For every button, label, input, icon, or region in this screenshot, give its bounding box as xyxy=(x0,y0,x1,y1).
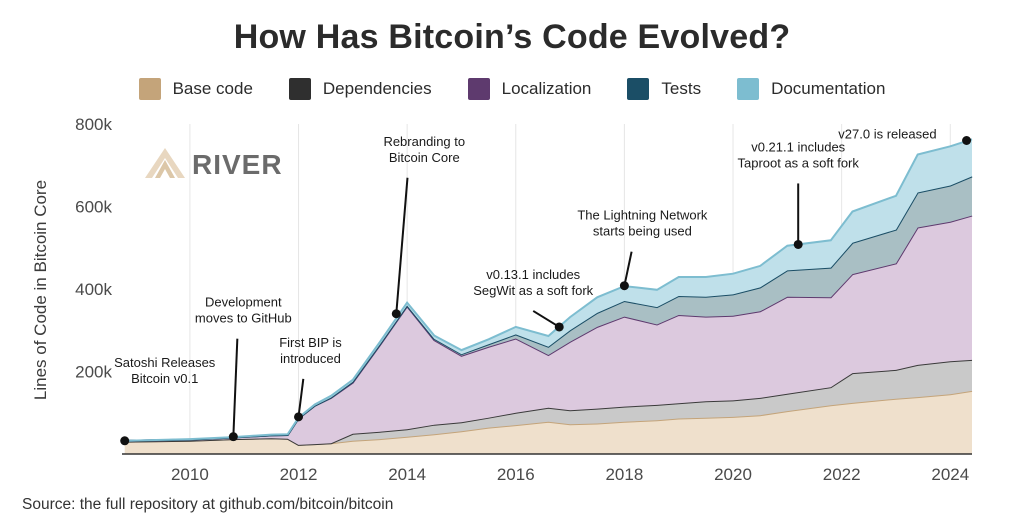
annotation-marker-0 xyxy=(120,436,130,446)
annotation-marker-2 xyxy=(294,412,304,422)
annotation-text-4-0: v0.13.1 includes xyxy=(486,267,580,282)
stacked-areas xyxy=(124,138,973,454)
logo-chevron-outer xyxy=(145,148,185,178)
x-tick-label-2014: 2014 xyxy=(388,465,426,484)
axes: 200k 400k 600k 800k 2010 2012 2014 2016 2018 2020… xyxy=(75,115,972,484)
annotation-text-5-0: The Lightning Network xyxy=(577,208,708,223)
annotation-leader-4 xyxy=(532,310,560,328)
legend-swatch-dependencies xyxy=(288,78,311,100)
x-tick-label-2010: 2010 xyxy=(171,465,209,484)
annotation-text-6-0: v0.21.1 includes xyxy=(751,139,845,154)
legend-label-dependencies: Dependencies xyxy=(322,79,432,98)
annotation-marker-3 xyxy=(391,309,401,319)
legend-label-base-code: Base code xyxy=(172,79,253,98)
annotation-leader-5 xyxy=(623,251,633,286)
x-tick-label-2022: 2022 xyxy=(823,465,861,484)
y-tick-label-600k: 600k xyxy=(75,198,112,217)
annotation-text-4-1: SegWit as a soft fork xyxy=(473,283,593,298)
annotation-marker-4 xyxy=(554,322,564,332)
x-tick-label-2012: 2012 xyxy=(280,465,318,484)
legend-item-localization: Localization xyxy=(467,78,592,100)
legend-swatch-tests xyxy=(627,78,650,100)
legend-item-documentation: Documentation xyxy=(737,78,885,100)
logo-chevron-inner xyxy=(155,160,175,178)
legend-label-tests: Tests xyxy=(661,79,702,98)
source-note: Source: the full repository at github.co… xyxy=(22,496,394,513)
river-logo-mark xyxy=(145,148,185,178)
annotation-text-0-0: Satoshi Releases xyxy=(114,355,216,370)
y-axis-label: Lines of Code in Bitcoin Core xyxy=(31,180,50,400)
annotation-text-0-1: Bitcoin v0.1 xyxy=(131,371,198,386)
logo-text: RIVER xyxy=(192,149,283,180)
legend-label-localization: Localization xyxy=(501,79,592,98)
y-tick-label-400k: 400k xyxy=(75,280,112,299)
annotation-text-2-1: introduced xyxy=(280,351,341,366)
annotation-text-1-0: Development xyxy=(205,295,282,310)
annotation-leader-3 xyxy=(395,177,409,314)
y-tick-label-200k: 200k xyxy=(75,363,112,382)
annotation-marker-6 xyxy=(793,239,803,249)
legend-swatch-localization xyxy=(467,78,490,100)
annotation-text-2-0: First BIP is xyxy=(279,335,342,350)
annotation-text-6-1: Taproot as a soft fork xyxy=(737,155,859,170)
annotation-text-5-1: starts being used xyxy=(593,224,692,239)
annotation-leader-2 xyxy=(297,378,305,418)
y-tick-label-800k: 800k xyxy=(75,115,112,134)
annotation-marker-1 xyxy=(228,432,238,442)
river-logo: RIVER xyxy=(145,148,283,180)
chart-title: How Has Bitcoin’s Code Evolved? xyxy=(233,18,791,56)
annotation-text-3-0: Rebranding to xyxy=(383,134,465,149)
legend: Base code Dependencies Localization Test… xyxy=(0,76,1024,102)
legend-item-dependencies: Dependencies xyxy=(288,78,432,100)
x-tick-label-2024: 2024 xyxy=(931,465,969,484)
annotation-text-1-1: moves to GitHub xyxy=(195,311,292,326)
legend-swatch-documentation xyxy=(737,78,760,100)
annotation-text-7-0: v27.0 is released xyxy=(838,127,936,142)
x-tick-label-2020: 2020 xyxy=(714,465,752,484)
legend-label-documentation: Documentation xyxy=(771,79,886,98)
legend-item-base-code: Base code xyxy=(138,78,253,100)
legend-item-tests: Tests xyxy=(627,78,701,100)
annotation-leader-1 xyxy=(232,338,239,437)
x-tick-label-2018: 2018 xyxy=(605,465,643,484)
area-localization xyxy=(124,215,972,445)
x-tick-label-2016: 2016 xyxy=(497,465,535,484)
area-dependencies xyxy=(124,359,972,445)
annotation-marker-7 xyxy=(962,136,972,145)
legend-swatch-base-code xyxy=(138,78,161,100)
annotation-text-3-1: Bitcoin Core xyxy=(389,150,460,165)
annotation-marker-5 xyxy=(619,281,629,291)
